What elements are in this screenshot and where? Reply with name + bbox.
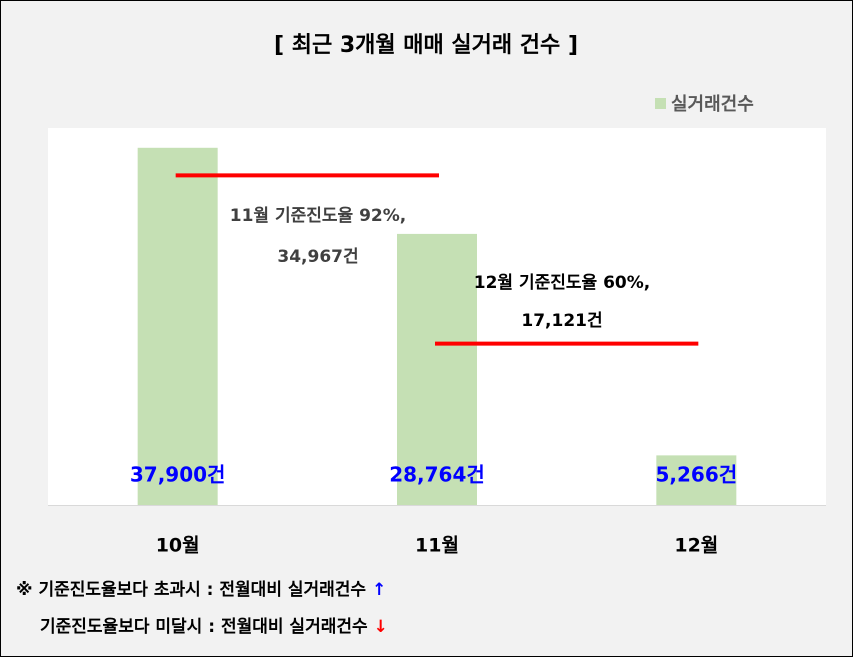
footnote-arrow: ↓ [374, 617, 388, 637]
x-tick-label: 11월 [415, 535, 459, 557]
bar [137, 147, 218, 506]
value-label: 37,900건 [130, 463, 226, 487]
x-tick-label: 10월 [156, 535, 200, 557]
x-tick-label: 12월 [674, 535, 718, 557]
legend-label: 실거래건수 [671, 94, 754, 115]
value-label: 28,764건 [389, 463, 485, 487]
bar [397, 233, 477, 506]
footnote-text: ※ 기준진도율보다 초과시 : 전월대비 실거래건수 [16, 580, 366, 600]
footnote: ※ 기준진도율보다 초과시 : 전월대비 실거래건수 ↑ [16, 580, 386, 600]
value-label: 5,266건 [655, 463, 737, 487]
chart-title: [ 최근 3개월 매매 실거래 건수 ] [274, 33, 578, 58]
annotation-value: 34,967건 [277, 247, 358, 267]
annotation: 11월 기준진도율 92%, [230, 206, 406, 226]
footnote-text: 기준진도율보다 미달시 : 전월대비 실거래건수 [40, 616, 368, 637]
footnote: 기준진도율보다 미달시 : 전월대비 실거래건수 ↓ [40, 616, 388, 637]
bar [656, 455, 737, 505]
annotation-value: 17,121건 [521, 311, 602, 331]
footnote-arrow: ↑ [372, 580, 386, 600]
annotation: 12월 기준진도율 60%, [474, 273, 650, 293]
legend-swatch [655, 98, 666, 109]
